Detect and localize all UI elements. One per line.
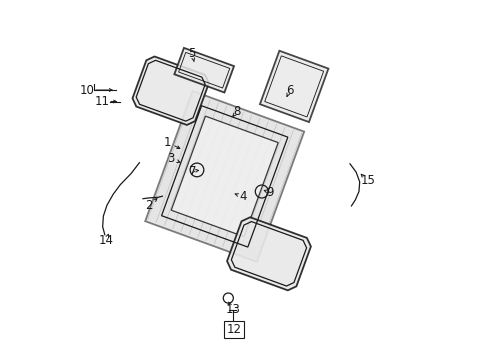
Polygon shape [260,51,328,122]
Polygon shape [132,57,208,125]
Polygon shape [174,48,234,93]
Text: 8: 8 [233,105,241,118]
Text: 4: 4 [239,190,246,203]
Text: 1: 1 [163,136,170,149]
Polygon shape [171,116,278,237]
Text: 6: 6 [285,84,293,97]
Text: 10: 10 [80,84,94,96]
Text: 13: 13 [224,303,240,316]
Text: 14: 14 [98,234,113,247]
Text: 3: 3 [167,152,174,165]
Text: 7: 7 [188,165,196,177]
Text: 9: 9 [266,186,274,199]
Polygon shape [145,91,304,262]
Text: 2: 2 [145,199,153,212]
Text: 5: 5 [188,47,196,60]
Text: 12: 12 [226,323,241,336]
Text: 11: 11 [95,95,110,108]
Text: 15: 15 [360,174,374,187]
Polygon shape [226,217,310,291]
